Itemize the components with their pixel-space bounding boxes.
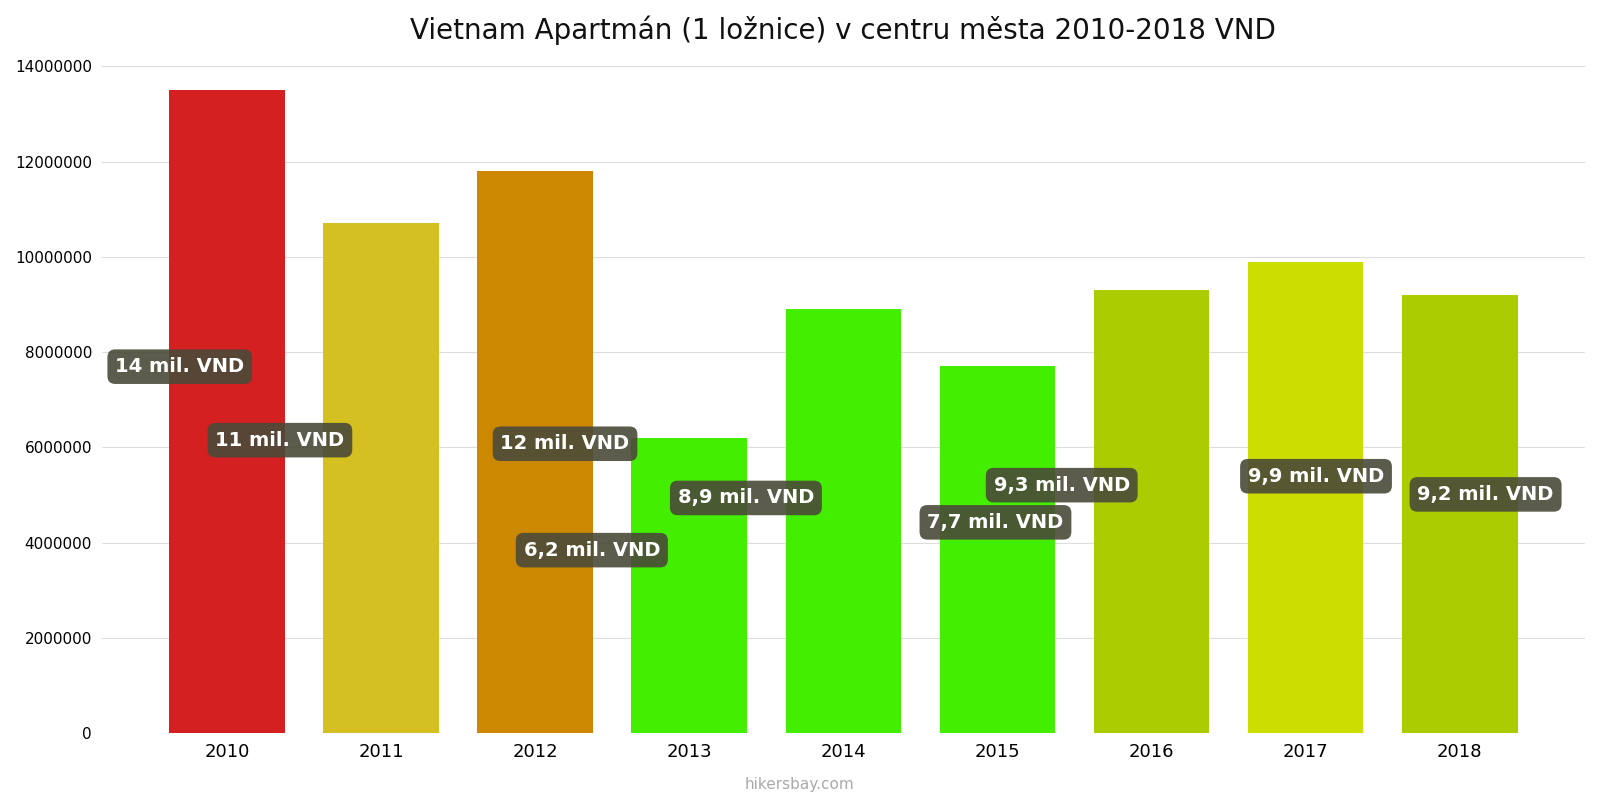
Text: 14 mil. VND: 14 mil. VND <box>115 357 245 376</box>
Title: Vietnam Apartmán (1 ložnice) v centru města 2010-2018 VND: Vietnam Apartmán (1 ložnice) v centru mě… <box>411 15 1277 45</box>
Bar <box>632 438 747 734</box>
Bar <box>1402 295 1517 734</box>
Text: 8,9 mil. VND: 8,9 mil. VND <box>678 489 814 507</box>
Bar <box>1094 290 1210 734</box>
Text: 7,7 mil. VND: 7,7 mil. VND <box>928 513 1064 532</box>
Text: 9,2 mil. VND: 9,2 mil. VND <box>1418 485 1554 504</box>
Bar <box>1248 262 1363 734</box>
Bar <box>786 310 901 734</box>
Bar <box>477 171 594 734</box>
Text: 6,2 mil. VND: 6,2 mil. VND <box>523 541 661 560</box>
Bar <box>170 90 285 734</box>
Text: 9,3 mil. VND: 9,3 mil. VND <box>994 476 1130 494</box>
Bar <box>939 366 1056 734</box>
Bar <box>323 223 438 734</box>
Text: hikersbay.com: hikersbay.com <box>746 777 854 792</box>
Text: 9,9 mil. VND: 9,9 mil. VND <box>1248 466 1384 486</box>
Text: 11 mil. VND: 11 mil. VND <box>216 430 344 450</box>
Text: 12 mil. VND: 12 mil. VND <box>501 434 629 454</box>
